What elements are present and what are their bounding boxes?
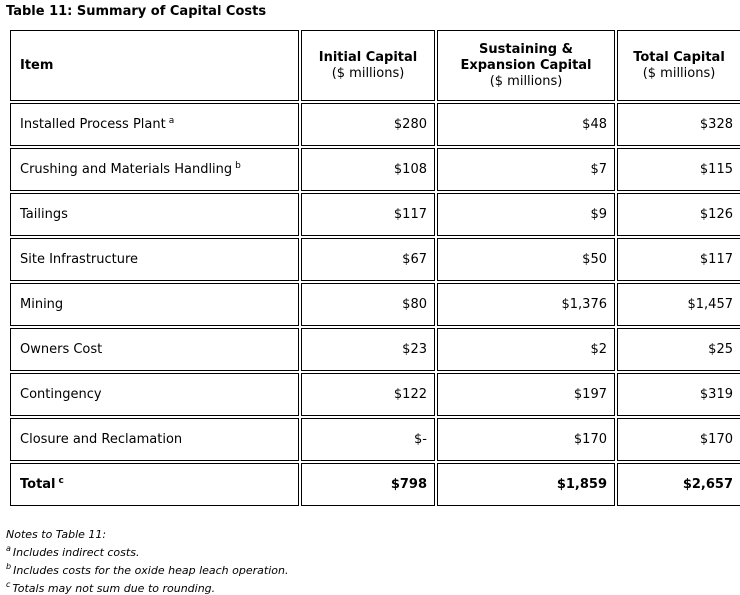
- cell-total-capital: $328: [617, 103, 740, 146]
- cell-initial-capital: $80: [301, 283, 435, 326]
- cell-item: Site Infrastructure: [10, 238, 299, 281]
- table-notes: Notes to Table 11: a Includes indirect co…: [6, 526, 288, 595]
- item-label: Crushing and Materials Handling: [20, 162, 233, 177]
- cell-initial-capital: $108: [301, 148, 435, 191]
- cell-item: Mining: [10, 283, 299, 326]
- cell-initial-capital: $117: [301, 193, 435, 236]
- cell-item: Contingency: [10, 373, 299, 416]
- header-row: Item Initial Capital ($ millions) Sustai…: [10, 30, 740, 101]
- note-line: a Includes indirect costs.: [6, 544, 288, 562]
- column-header-item: Item: [10, 30, 299, 101]
- table-row: Installed Process Plant a $280 $48 $328: [10, 103, 740, 146]
- cell-sustaining-capital: $1,376: [437, 283, 615, 326]
- note-line: b Includes costs for the oxide heap leach…: [6, 562, 288, 580]
- cell-initial-capital: $23: [301, 328, 435, 371]
- note-text: Includes indirect costs.: [12, 546, 140, 559]
- capital-costs-table: Item Initial Capital ($ millions) Sustai…: [8, 28, 740, 508]
- cell-initial-capital: $122: [301, 373, 435, 416]
- footnote-ref: b: [235, 160, 241, 171]
- item-label: Total: [20, 477, 56, 492]
- cell-sustaining-capital: $48: [437, 103, 615, 146]
- note-line: c Totals may not sum due to rounding.: [6, 580, 288, 595]
- cell-item: Owners Cost: [10, 328, 299, 371]
- item-label: Owners Cost: [20, 342, 103, 357]
- cell-sustaining-capital: $7: [437, 148, 615, 191]
- cell-total-capital: $319: [617, 373, 740, 416]
- cell-sustaining-capital: $50: [437, 238, 615, 281]
- cell-item: Installed Process Plant a: [10, 103, 299, 146]
- footnote-ref: c: [58, 475, 64, 486]
- note-text: Totals may not sum due to rounding.: [12, 582, 216, 595]
- footnote-ref: a: [6, 544, 11, 554]
- column-header-units: ($ millions): [642, 65, 716, 81]
- table-header: Item Initial Capital ($ millions) Sustai…: [10, 30, 740, 101]
- column-header-label: Sustaining & Expansion Capital: [460, 41, 592, 73]
- item-label: Installed Process Plant: [20, 117, 166, 132]
- cell-initial-capital: $798: [301, 463, 435, 506]
- cell-total-capital: $2,657: [617, 463, 740, 506]
- item-label: Contingency: [20, 387, 102, 402]
- column-header-units: ($ millions): [489, 73, 563, 89]
- footnote-ref: a: [168, 115, 175, 126]
- cell-total-capital: $117: [617, 238, 740, 281]
- footnote-ref: c: [6, 580, 11, 590]
- cell-sustaining-capital: $1,859: [437, 463, 615, 506]
- cell-total-capital: $126: [617, 193, 740, 236]
- cell-sustaining-capital: $9: [437, 193, 615, 236]
- notes-heading: Notes to Table 11:: [6, 528, 107, 541]
- column-header-label: Total Capital: [633, 49, 725, 65]
- cell-item: Crushing and Materials Handling b: [10, 148, 299, 191]
- table-row: Owners Cost $23 $2 $25: [10, 328, 740, 371]
- cell-total-capital: $170: [617, 418, 740, 461]
- column-header-initial-capital: Initial Capital ($ millions): [301, 30, 435, 101]
- table-row: Closure and Reclamation $- $170 $170: [10, 418, 740, 461]
- column-header-units: ($ millions): [331, 65, 405, 81]
- cell-sustaining-capital: $2: [437, 328, 615, 371]
- item-label: Mining: [20, 297, 64, 312]
- cell-initial-capital: $-: [301, 418, 435, 461]
- table-body: Installed Process Plant a $280 $48 $328 C…: [10, 103, 740, 506]
- cell-initial-capital: $67: [301, 238, 435, 281]
- cell-item: Total c: [10, 463, 299, 506]
- page-title: Table 11: Summary of Capital Costs: [6, 4, 267, 19]
- column-header-label: Initial Capital: [318, 49, 418, 65]
- item-label: Closure and Reclamation: [20, 432, 183, 447]
- cell-item: Closure and Reclamation: [10, 418, 299, 461]
- cell-total-capital: $115: [617, 148, 740, 191]
- table-row: Tailings $117 $9 $126: [10, 193, 740, 236]
- cell-initial-capital: $280: [301, 103, 435, 146]
- item-label: Site Infrastructure: [20, 252, 139, 267]
- cell-total-capital: $25: [617, 328, 740, 371]
- cell-total-capital: $1,457: [617, 283, 740, 326]
- note-text: Includes costs for the oxide heap leach …: [13, 564, 289, 577]
- table-row: Crushing and Materials Handling b $108 $7…: [10, 148, 740, 191]
- table-row: Site Infrastructure $67 $50 $117: [10, 238, 740, 281]
- cell-sustaining-capital: $197: [437, 373, 615, 416]
- column-header-sustaining-expansion-capital: Sustaining & Expansion Capital ($ millio…: [437, 30, 615, 101]
- table-row: Contingency $122 $197 $319: [10, 373, 740, 416]
- table-row-total: Total c $798 $1,859 $2,657: [10, 463, 740, 506]
- item-label: Tailings: [20, 207, 68, 222]
- table-row: Mining $80 $1,376 $1,457: [10, 283, 740, 326]
- cell-item: Tailings: [10, 193, 299, 236]
- cell-sustaining-capital: $170: [437, 418, 615, 461]
- column-header-total-capital: Total Capital ($ millions): [617, 30, 740, 101]
- footnote-ref: b: [6, 562, 12, 572]
